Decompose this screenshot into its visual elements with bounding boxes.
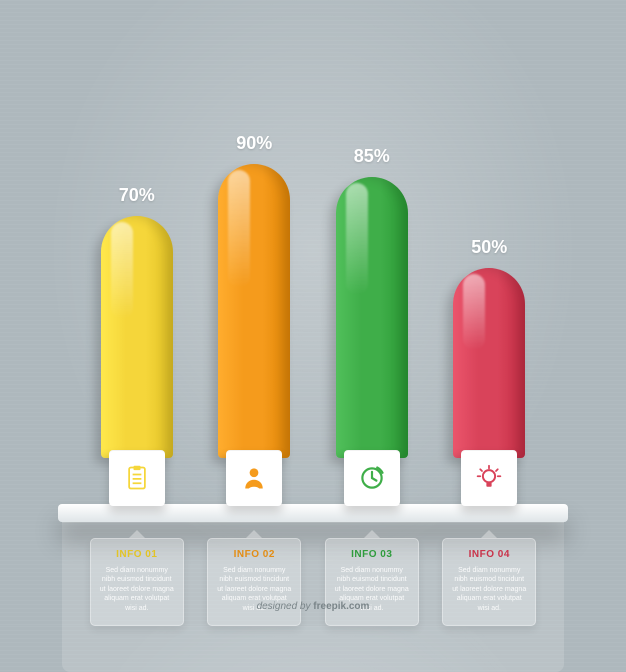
info-card-2: INFO 02 Sed diam nonummy nibh euismod ti… (207, 538, 301, 626)
card-title: INFO 03 (334, 549, 410, 560)
shelf (58, 504, 568, 522)
icon-tile (344, 450, 400, 506)
bar-label: 90% (236, 133, 272, 154)
bar-pill (336, 177, 408, 458)
info-card-4: INFO 04 Sed diam nonummy nibh euismod ti… (442, 538, 536, 626)
bar-label: 85% (354, 146, 390, 167)
bar-label: 50% (471, 237, 507, 258)
bar-col-2: 90% (214, 133, 294, 506)
bar-col-3: 85% (332, 146, 412, 506)
credit-prefix: designed by (257, 601, 314, 612)
bar-label: 70% (119, 185, 155, 206)
person-icon (240, 464, 268, 492)
card-title: INFO 04 (451, 549, 527, 560)
info-card-1: INFO 01 Sed diam nonummy nibh euismod ti… (90, 538, 184, 626)
bar-col-4: 50% (449, 237, 529, 506)
icon-tile (226, 450, 282, 506)
card-title: INFO 01 (99, 549, 175, 560)
icon-tile (461, 450, 517, 506)
bar-pill (218, 164, 290, 458)
bars-row: 70% 90% 85% 50% (78, 146, 548, 506)
bar-col-1: 70% (97, 185, 177, 506)
chart-stage: 70% 90% 85% 50% (78, 146, 548, 506)
bar-pill (453, 268, 525, 458)
icon-tile (109, 450, 165, 506)
info-card-3: INFO 03 Sed diam nonummy nibh euismod ti… (325, 538, 419, 626)
card-title: INFO 02 (216, 549, 292, 560)
cards-row: INFO 01 Sed diam nonummy nibh euismod ti… (78, 538, 548, 626)
checklist-icon (123, 464, 151, 492)
clock-icon (358, 464, 386, 492)
credit-line: designed by freepik.com (0, 601, 626, 612)
credit-brand: freepik.com (313, 601, 369, 612)
bulb-icon (475, 464, 503, 492)
bar-pill (101, 216, 173, 458)
